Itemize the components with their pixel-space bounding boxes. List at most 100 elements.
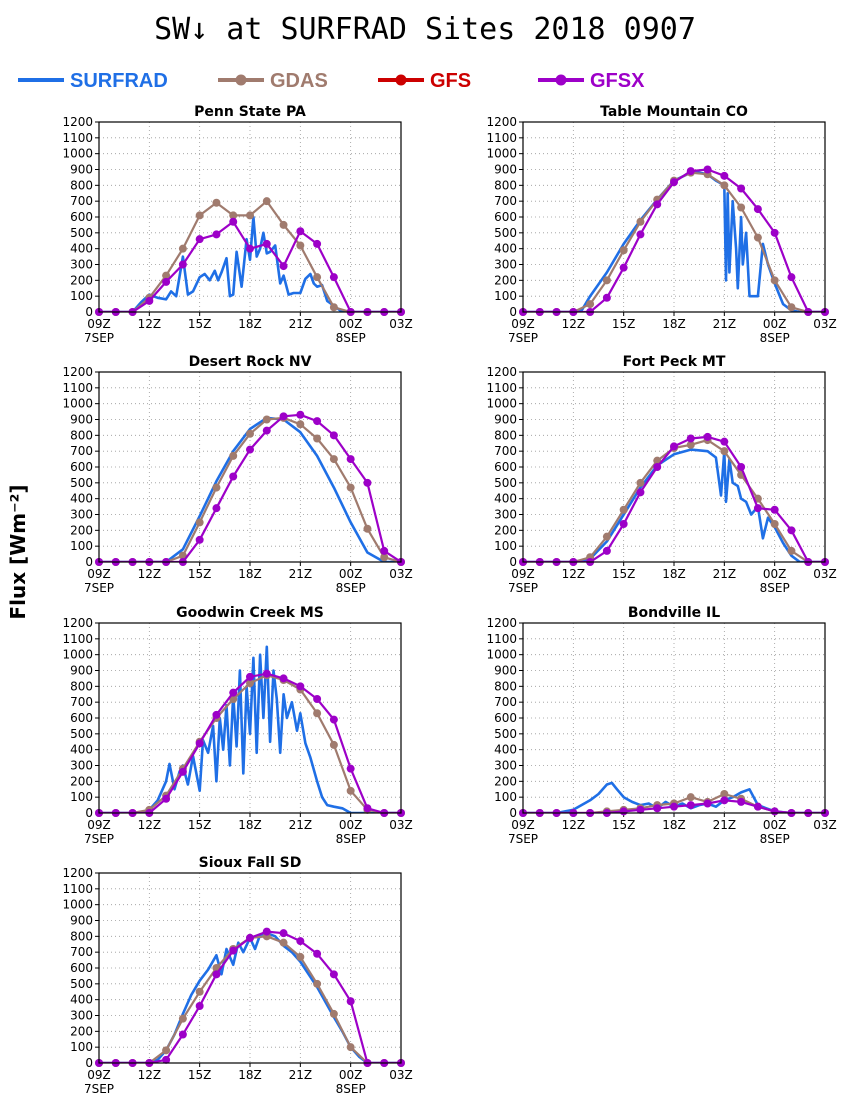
series-point-gfsx: [329, 970, 338, 979]
series-point-gfsx: [363, 804, 372, 813]
x-tick-label: 03Z: [389, 1068, 413, 1082]
panel-0: Penn State PA010020030040050060070080090…: [62, 104, 412, 345]
y-tick-label: 400: [70, 492, 93, 506]
x-tick-label: 15Z: [188, 567, 212, 581]
y-tick-label: 600: [494, 711, 517, 725]
series-point-gfsx: [787, 273, 796, 282]
series-point-gdas: [229, 211, 238, 220]
y-tick-label: 1000: [486, 397, 517, 411]
series-point-gdas: [313, 273, 322, 282]
series-point-gdas: [313, 709, 322, 718]
series-point-gdas: [770, 276, 779, 285]
x-tick-label: 18Z: [238, 317, 262, 331]
series-point-gfsx: [212, 710, 221, 719]
x-tick-label: 03Z: [389, 317, 413, 331]
series-point-gfsx: [686, 434, 695, 443]
y-tick-label: 1100: [62, 131, 93, 145]
y-tick-label: 200: [70, 273, 93, 287]
series-point-gfsx: [346, 764, 355, 773]
x-tick-label: 12Z: [562, 567, 586, 581]
series-point-gdas: [619, 246, 628, 255]
x-tick-label: 00Z: [339, 1068, 363, 1082]
x-tick-label: 03Z: [813, 317, 837, 331]
y-tick-label: 300: [494, 759, 517, 773]
series-point-gfsx: [296, 682, 305, 691]
y-tick-label: 800: [494, 679, 517, 693]
y-tick-label: 0: [509, 806, 517, 820]
legend-label-surfrad: SURFRAD: [70, 70, 168, 92]
y-tick-label: 200: [494, 273, 517, 287]
y-tick-label: 900: [494, 413, 517, 427]
panel-title: Table Mountain CO: [600, 104, 748, 120]
panel-6: Sioux Fall SD010020030040050060070080090…: [62, 855, 412, 1096]
series-point-gdas: [686, 440, 695, 449]
y-tick-label: 700: [494, 444, 517, 458]
series-point-gfsx: [686, 167, 695, 176]
y-tick-label: 800: [70, 178, 93, 192]
x-date-label: 8SEP: [336, 832, 366, 846]
x-tick-label: 09Z: [87, 567, 111, 581]
x-tick-label: 12Z: [562, 818, 586, 832]
y-tick-label: 0: [509, 555, 517, 569]
x-date-label: 8SEP: [336, 331, 366, 345]
x-tick-label: 15Z: [188, 317, 212, 331]
series-point-gfsx: [229, 217, 238, 226]
y-tick-label: 500: [70, 977, 93, 991]
y-tick-label: 100: [70, 790, 93, 804]
series-point-gfsx: [602, 546, 611, 555]
x-tick-label: 03Z: [813, 818, 837, 832]
panel-frame: [98, 622, 402, 814]
series-line-surfrad: [523, 448, 825, 562]
series-point-gfsx: [703, 165, 712, 174]
series-point-gdas: [262, 197, 271, 206]
series-point-gfsx: [703, 799, 712, 808]
x-tick-label: 09Z: [511, 567, 535, 581]
legend: SURFRAD GDAS GFS GFSX: [0, 60, 850, 100]
y-tick-label: 400: [494, 492, 517, 506]
series-point-gfsx: [279, 412, 288, 421]
series-point-gfsx: [178, 1030, 187, 1039]
x-date-label: 8SEP: [760, 331, 790, 345]
x-tick-label: 15Z: [612, 317, 636, 331]
series-point-gfsx: [212, 970, 221, 979]
y-tick-label: 1100: [486, 131, 517, 145]
series-point-gdas: [296, 241, 305, 250]
series-point-gfsx: [329, 273, 338, 282]
legend-marker-gfs: [395, 74, 407, 86]
y-tick-label: 1000: [62, 898, 93, 912]
series-point-gdas: [329, 455, 338, 464]
series-point-gfsx: [346, 997, 355, 1006]
x-tick-label: 18Z: [238, 567, 262, 581]
series-point-gfsx: [195, 739, 204, 748]
y-tick-label: 500: [70, 226, 93, 240]
series-point-gdas: [380, 553, 389, 562]
legend-marker-gdas: [235, 74, 247, 86]
y-tick-label: 900: [494, 664, 517, 678]
y-tick-label: 800: [494, 428, 517, 442]
y-tick-label: 400: [494, 242, 517, 256]
chart-title: SW↓ at SURFRAD Sites 2018 0907: [154, 12, 696, 47]
y-tick-label: 900: [70, 664, 93, 678]
series-point-gfsx: [346, 455, 355, 464]
series-point-gdas: [363, 524, 372, 533]
y-tick-label: 200: [494, 523, 517, 537]
y-tick-label: 900: [70, 914, 93, 928]
y-tick-label: 400: [494, 743, 517, 757]
series-point-gfsx: [753, 205, 762, 214]
series-point-gfsx: [720, 437, 729, 446]
y-tick-label: 600: [70, 961, 93, 975]
series-point-gfsx: [737, 184, 746, 193]
series-point-gdas: [329, 1009, 338, 1018]
panel-3: Fort Peck MT0100200300400500600700800900…: [486, 354, 836, 595]
series-point-gdas: [653, 456, 662, 465]
x-tick-label: 15Z: [188, 818, 212, 832]
series-point-gfsx: [636, 488, 645, 497]
series-point-gfsx: [737, 797, 746, 806]
series-point-gdas: [770, 520, 779, 528]
y-tick-label: 100: [70, 1040, 93, 1054]
panel-1: Table Mountain CO01002003004005006007008…: [486, 104, 836, 345]
y-tick-label: 700: [70, 945, 93, 959]
y-tick-label: 500: [70, 727, 93, 741]
series-point-gfsx: [246, 445, 254, 454]
series-point-gdas: [753, 233, 762, 242]
